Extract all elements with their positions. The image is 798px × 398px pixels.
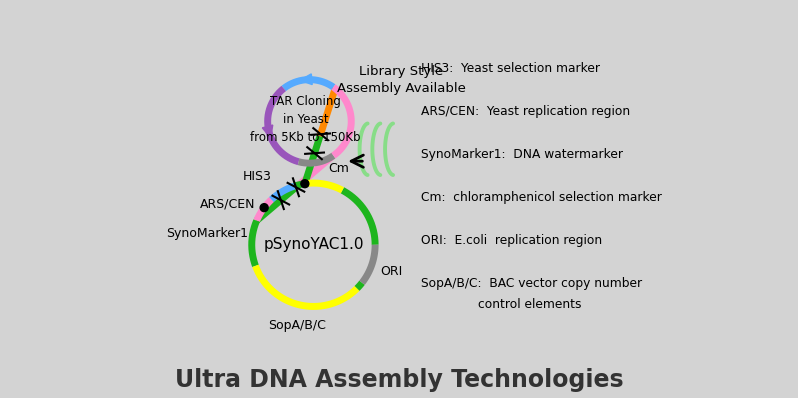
Text: ORI: ORI: [380, 265, 402, 278]
Text: Ultra DNA Assembly Technologies: Ultra DNA Assembly Technologies: [175, 368, 623, 392]
Text: SopA/B/C:  BAC vector copy number: SopA/B/C: BAC vector copy number: [421, 277, 642, 290]
Text: ORI:  E.coli  replication region: ORI: E.coli replication region: [421, 234, 602, 247]
Text: ARS/CEN: ARS/CEN: [200, 197, 255, 211]
Circle shape: [260, 204, 268, 212]
Text: Cm:  chloramphenicol selection marker: Cm: chloramphenicol selection marker: [421, 191, 662, 204]
Text: ARS/CEN:  Yeast replication region: ARS/CEN: Yeast replication region: [421, 105, 630, 118]
Text: SynoMarker1: SynoMarker1: [166, 227, 248, 240]
Text: SopA/B/C: SopA/B/C: [268, 320, 326, 332]
Circle shape: [301, 180, 309, 188]
Text: pSynoYAC1.0: pSynoYAC1.0: [263, 237, 364, 252]
Text: Cm: Cm: [328, 162, 350, 175]
Text: SynoMarker1:  DNA watermarker: SynoMarker1: DNA watermarker: [421, 148, 623, 161]
Text: Library Style
Assembly Available: Library Style Assembly Available: [337, 64, 465, 95]
Text: TAR Cloning
in Yeast
from 5Kb to 150Kb: TAR Cloning in Yeast from 5Kb to 150Kb: [251, 95, 361, 144]
Text: HIS3: HIS3: [243, 170, 271, 183]
Text: HIS3:  Yeast selection marker: HIS3: Yeast selection marker: [421, 62, 600, 75]
Polygon shape: [300, 74, 312, 85]
Polygon shape: [263, 125, 273, 138]
Text: control elements: control elements: [447, 298, 581, 312]
